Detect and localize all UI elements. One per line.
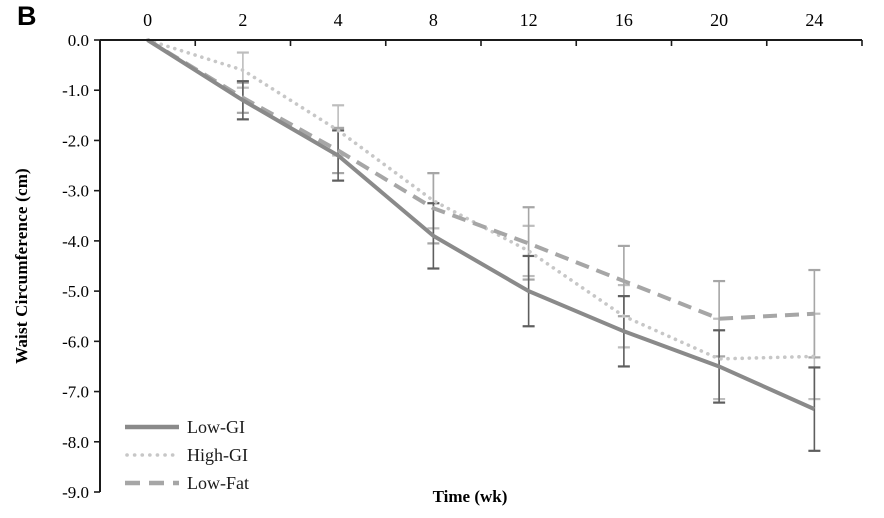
svg-text:4: 4	[334, 10, 343, 30]
svg-text:0.0: 0.0	[68, 31, 89, 50]
dashed-line-swatch-icon	[125, 480, 179, 486]
svg-text:16: 16	[615, 10, 633, 30]
svg-text:-5.0: -5.0	[62, 282, 89, 301]
legend-label: Low-Fat	[187, 473, 249, 493]
panel-label: B	[17, 1, 37, 31]
svg-text:-4.0: -4.0	[62, 232, 89, 251]
y-axis: 0.0 -1.0 -2.0 -3.0 -4.0 -5.0 -6.0 -7.0 -8.0 -9.0	[62, 31, 101, 502]
dotted-line-swatch-icon	[125, 453, 180, 457]
svg-text:0: 0	[143, 10, 152, 30]
legend-label: High-GI	[187, 445, 248, 465]
x-axis: 0 2 4 8 12 16 20 24	[99, 10, 863, 46]
svg-text:12: 12	[520, 10, 538, 30]
svg-text:2: 2	[238, 10, 247, 30]
svg-text:-7.0: -7.0	[62, 383, 89, 402]
svg-text:-2.0: -2.0	[62, 131, 89, 150]
svg-text:-3.0: -3.0	[62, 182, 89, 201]
legend: Low-GI High-GI Low-Fat	[124, 413, 249, 497]
svg-text:24: 24	[805, 10, 823, 30]
series-line-low-fat	[146, 38, 815, 321]
svg-text:-6.0: -6.0	[62, 332, 89, 351]
svg-text:-9.0: -9.0	[62, 483, 89, 502]
svg-text:-1.0: -1.0	[62, 81, 89, 100]
legend-label: Low-GI	[187, 417, 245, 437]
series-line-low-gi	[146, 38, 816, 411]
x-axis-title: Time (wk)	[432, 487, 508, 506]
svg-text:8: 8	[429, 10, 438, 30]
legend-item-high-gi: High-GI	[124, 441, 249, 469]
legend-item-low-fat: Low-Fat	[124, 469, 249, 497]
error-bars-low-gi	[236, 80, 821, 452]
solid-line-swatch-icon	[125, 424, 179, 430]
svg-text:20: 20	[710, 10, 728, 30]
legend-item-low-gi: Low-GI	[124, 413, 249, 441]
svg-text:-8.0: -8.0	[62, 433, 89, 452]
